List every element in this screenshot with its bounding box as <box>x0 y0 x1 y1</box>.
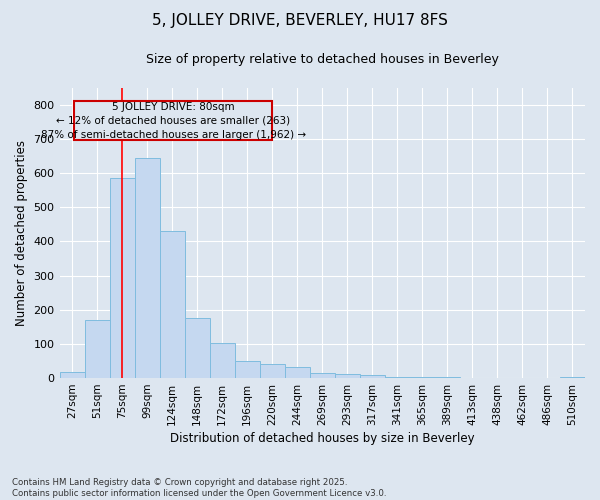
Bar <box>134 158 160 378</box>
Text: Contains HM Land Registry data © Crown copyright and database right 2025.
Contai: Contains HM Land Registry data © Crown c… <box>12 478 386 498</box>
Bar <box>209 343 235 378</box>
Bar <box>185 318 209 378</box>
Bar <box>335 374 360 378</box>
Bar <box>360 376 385 378</box>
Bar <box>59 372 85 378</box>
Bar <box>160 231 185 378</box>
X-axis label: Distribution of detached houses by size in Beverley: Distribution of detached houses by size … <box>170 432 475 445</box>
Bar <box>85 320 110 378</box>
Bar <box>74 101 272 140</box>
Text: 5, JOLLEY DRIVE, BEVERLEY, HU17 8FS: 5, JOLLEY DRIVE, BEVERLEY, HU17 8FS <box>152 12 448 28</box>
Bar <box>110 178 134 378</box>
Bar <box>560 376 585 378</box>
Bar <box>310 373 335 378</box>
Bar <box>285 367 310 378</box>
Bar <box>385 376 410 378</box>
Bar <box>235 361 260 378</box>
Bar <box>410 377 435 378</box>
Y-axis label: Number of detached properties: Number of detached properties <box>15 140 28 326</box>
Title: Size of property relative to detached houses in Beverley: Size of property relative to detached ho… <box>146 52 499 66</box>
Text: 5 JOLLEY DRIVE: 80sqm
← 12% of detached houses are smaller (263)
87% of semi-det: 5 JOLLEY DRIVE: 80sqm ← 12% of detached … <box>41 102 306 140</box>
Bar <box>260 364 285 378</box>
